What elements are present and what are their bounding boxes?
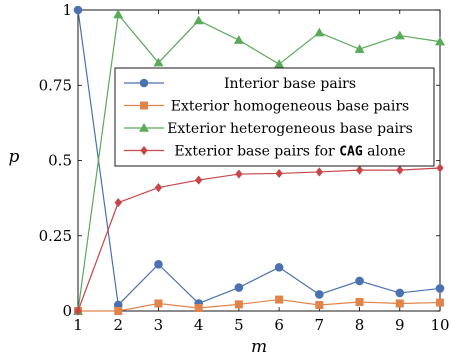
data-point	[233, 35, 244, 44]
y-tick-label: 0.75	[39, 76, 72, 94]
data-point	[154, 182, 163, 193]
data-point	[355, 276, 364, 286]
data-point	[114, 198, 122, 208]
data-point	[315, 300, 324, 309]
legend-entry: Interior base pairs	[124, 76, 356, 92]
data-point	[194, 303, 203, 312]
data-point	[193, 15, 204, 25]
x-axis-ticks: 1 2 3 4 5 6 7 8 9 10	[73, 10, 450, 334]
data-point	[154, 260, 163, 269]
legend-label: Exterior heterogeneous base pairs	[167, 121, 413, 137]
data-point	[355, 297, 364, 306]
series-line	[77, 13, 441, 312]
legend: Interior base pairs Exterior homogeneous …	[114, 67, 435, 167]
legend-marker	[139, 123, 149, 132]
series-2	[74, 295, 444, 315]
data-point	[274, 263, 284, 272]
y-tick-label: 0.5	[48, 152, 72, 170]
y-tick-label: 0.25	[39, 227, 72, 245]
series-line	[78, 298, 441, 312]
legend-label: Exterior homogeneous base pairs	[171, 99, 409, 115]
legend-label: Exterior base pairs for CAG alone	[174, 144, 405, 160]
legend-entry: Exterior homogeneous base pairs	[124, 99, 409, 115]
legend-label: Interior base pairs	[224, 76, 356, 92]
data-point	[315, 290, 324, 299]
legend-label-prefix: Exterior base pairs for	[174, 144, 339, 160]
x-tick-label: 5	[234, 316, 244, 334]
data-point	[435, 36, 445, 46]
series-line	[77, 9, 441, 307]
data-point	[435, 284, 445, 293]
data-point	[314, 27, 325, 37]
y-tick-label: 1	[62, 1, 72, 19]
legend-box	[114, 67, 435, 167]
x-axis-label: m	[251, 337, 267, 357]
data-point	[235, 169, 243, 179]
y-axis-label: p	[9, 147, 20, 167]
data-point	[234, 283, 244, 292]
data-point	[113, 9, 124, 19]
series-4	[74, 163, 444, 316]
data-point	[354, 44, 365, 53]
data-point	[154, 299, 163, 308]
y-axis-ticks: 0 0.25 0.5 0.75 1	[39, 1, 440, 320]
data-point	[396, 165, 404, 175]
legend-entry: Exterior base pairs for CAG alone	[124, 144, 406, 160]
legend-marker	[140, 145, 148, 156]
legend-marker	[140, 101, 148, 110]
data-point	[73, 5, 83, 15]
x-tick-label: 10	[430, 316, 449, 334]
data-point	[315, 167, 324, 177]
legend-label-code: CAG	[339, 145, 363, 160]
data-point	[74, 306, 82, 316]
data-point	[394, 30, 405, 40]
data-point	[153, 57, 164, 67]
data-point	[395, 288, 405, 298]
x-tick-label: 3	[154, 316, 164, 334]
x-tick-label: 1	[73, 316, 83, 334]
legend-entry: Exterior heterogeneous base pairs	[124, 121, 413, 137]
y-tick-label: 0	[62, 302, 72, 320]
data-point	[436, 298, 444, 307]
data-point	[355, 165, 364, 175]
legend-label-suffix: alone	[363, 144, 406, 160]
data-point	[234, 300, 243, 309]
data-point	[114, 307, 123, 315]
data-point	[275, 295, 284, 304]
data-point	[274, 59, 285, 68]
series-line	[77, 167, 441, 312]
data-point	[275, 168, 283, 179]
x-tick-label: 8	[355, 316, 365, 334]
series-layer	[73, 5, 445, 316]
legend-marker	[139, 78, 149, 88]
x-tick-label: 7	[315, 316, 325, 334]
data-point	[194, 175, 203, 185]
x-tick-label: 6	[274, 316, 284, 334]
data-point	[395, 299, 404, 308]
x-tick-label: 4	[194, 316, 204, 334]
x-tick-label: 2	[113, 316, 123, 334]
x-tick-label: 9	[395, 316, 405, 334]
data-point	[436, 163, 444, 173]
